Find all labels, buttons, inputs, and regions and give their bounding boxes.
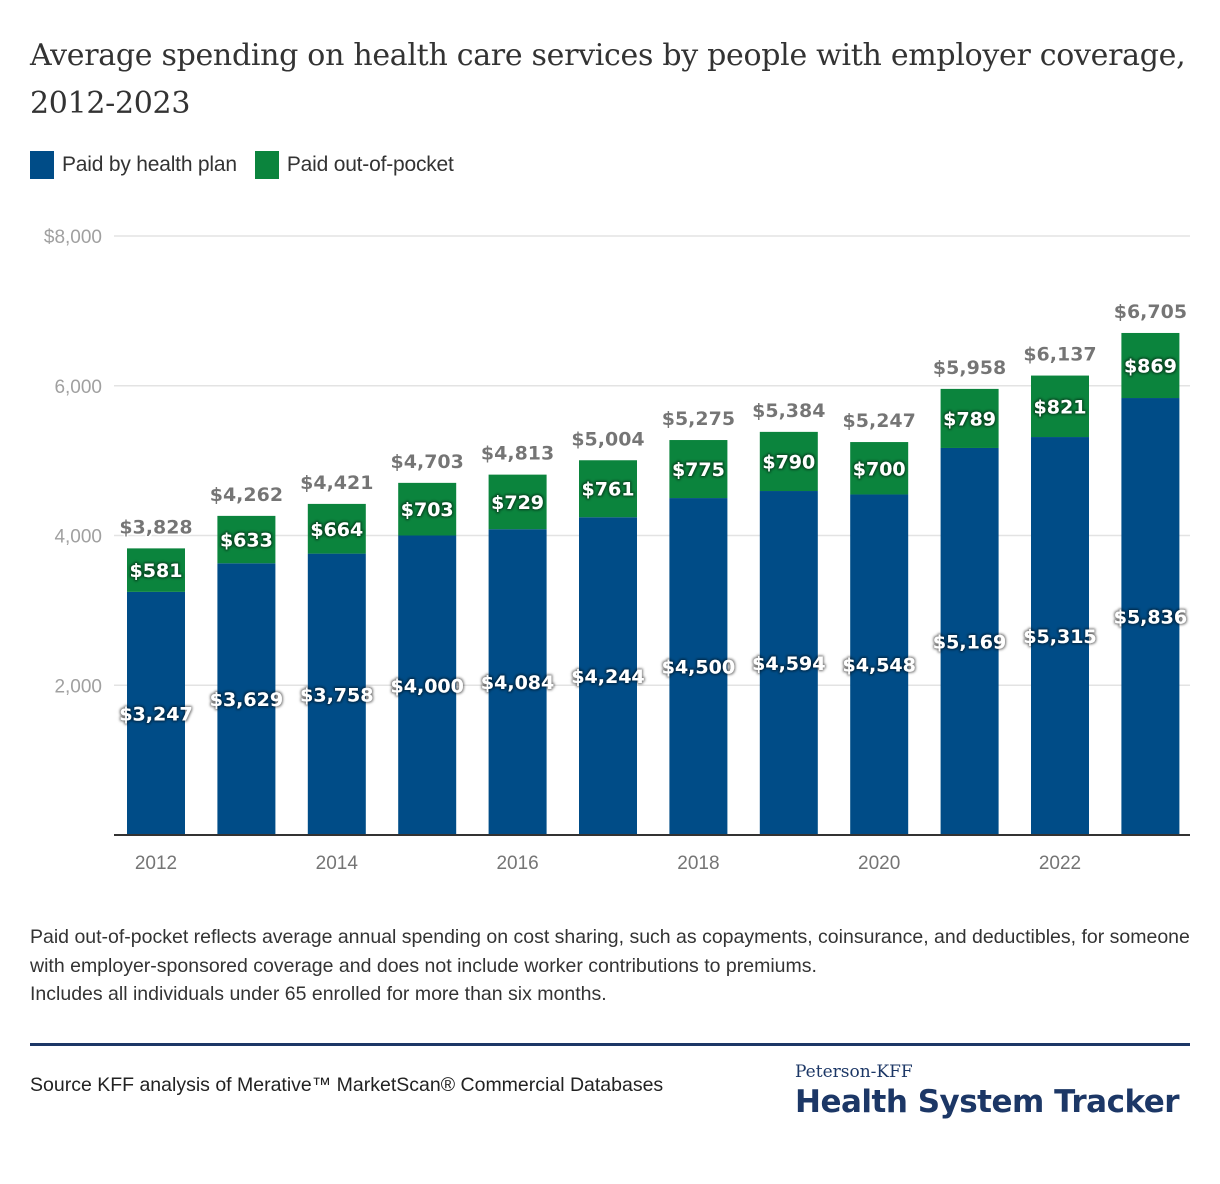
bar-out-of-pocket[interactable] [759,431,818,492]
bar-out-of-pocket[interactable] [579,460,637,518]
logo[interactable]: Peterson-KFF Health System Tracker [795,1061,1195,1121]
bar-out-of-pocket[interactable] [669,440,728,499]
data-label-out-of-pocket: $790 [762,451,815,473]
data-label-total: $4,703 [391,451,464,473]
legend: Paid by health plan Paid out-of-pocket [30,151,472,179]
data-label-health-plan: $4,000 [391,675,464,697]
y-tick-label: 6,000 [54,377,102,398]
data-label-health-plan: $3,247 [119,703,192,725]
legend-swatch-health-plan [30,151,54,179]
data-label-out-of-pocket: $700 [853,458,906,480]
bar-out-of-pocket[interactable] [398,482,457,536]
bar-health-plan[interactable] [759,491,818,835]
data-label-total: $4,813 [481,443,554,465]
footer-divider [30,1043,1190,1046]
bar-health-plan[interactable] [307,553,366,835]
bar-out-of-pocket[interactable] [1031,375,1089,438]
bar-health-plan[interactable] [579,517,637,835]
data-label-health-plan: $5,836 [1114,607,1187,629]
legend-swatch-out-of-pocket [254,151,279,179]
data-label-out-of-pocket: $633 [220,530,273,552]
logo-line-2: Health System Tracker [795,1084,1180,1120]
data-label-health-plan: $4,244 [571,666,644,688]
note-out-of-pocket: Paid out-of-pocket reflects average annu… [30,926,1190,977]
bar-health-plan[interactable] [398,535,457,836]
note-population: Includes all individuals under 65 enroll… [30,983,607,1005]
bar-out-of-pocket[interactable] [217,515,276,564]
bar-out-of-pocket[interactable] [850,442,909,495]
x-tick-label: 2014 [316,853,359,874]
bar-out-of-pocket[interactable] [1121,332,1180,399]
data-label-total: $5,958 [933,357,1006,379]
y-tick-label: 2,000 [54,676,102,697]
source-text: Source KFF analysis of Merative™ MarketS… [30,1074,664,1096]
bar-health-plan[interactable] [1121,398,1180,835]
data-label-total: $3,828 [119,516,192,538]
data-label-out-of-pocket: $869 [1124,355,1177,377]
data-label-total: $4,262 [210,484,283,506]
bar-out-of-pocket[interactable] [488,474,547,530]
data-label-health-plan: $3,629 [210,689,283,711]
bar-out-of-pocket[interactable] [127,548,185,592]
chart-notes: Paid out-of-pocket reflects average annu… [30,923,1190,1009]
y-tick-label: 4,000 [54,527,102,548]
data-label-out-of-pocket: $789 [943,408,996,430]
data-label-total: $5,275 [662,408,735,430]
data-label-out-of-pocket: $664 [310,519,363,541]
bar-health-plan[interactable] [669,498,728,835]
data-label-out-of-pocket: $703 [401,499,454,521]
legend-label: Paid out-of-pocket [286,153,454,176]
x-tick-label: 2022 [1039,853,1081,874]
bar-health-plan[interactable] [217,563,276,835]
data-label-health-plan: $4,084 [481,672,554,694]
bar-health-plan[interactable] [127,591,185,835]
data-label-total: $5,004 [571,428,644,450]
x-tick-label: 2018 [677,853,719,874]
x-tick-label: 2016 [496,853,538,874]
bar-health-plan[interactable] [488,529,547,835]
bar-health-plan[interactable] [1031,437,1089,835]
data-label-out-of-pocket: $581 [130,560,183,582]
data-label-health-plan: $4,500 [662,657,735,679]
stacked-bar-chart: 2,000 4,000 6,000 $8,000 $3,247 $581 $3,828 $3… [44,227,1190,874]
legend-label: Paid by health plan [62,153,237,176]
bar-out-of-pocket[interactable] [307,503,366,554]
data-label-out-of-pocket: $821 [1034,396,1087,418]
data-label-out-of-pocket: $761 [582,479,635,501]
bar-out-of-pocket[interactable] [940,388,999,448]
chart-title: Average spending on health care services… [30,38,1186,121]
data-label-health-plan: $4,594 [752,653,825,675]
data-label-total: $6,137 [1023,344,1096,366]
data-label-total: $6,705 [1114,301,1187,323]
bar-health-plan[interactable] [940,447,999,835]
data-label-total: $5,384 [752,400,825,422]
data-label-total: $4,421 [300,472,373,494]
logo-line-1: Peterson-KFF [795,1062,913,1082]
data-label-out-of-pocket: $729 [491,492,544,514]
data-label-out-of-pocket: $775 [672,459,725,481]
data-label-health-plan: $3,758 [300,684,373,706]
x-tick-label: 2020 [858,853,900,874]
data-label-total: $5,247 [843,410,916,432]
data-label-health-plan: $5,315 [1023,626,1096,648]
data-label-health-plan: $5,169 [933,631,1006,653]
bar-health-plan[interactable] [850,494,909,835]
x-tick-label: 2012 [135,853,177,874]
legend-item-health-plan[interactable]: Paid by health plan [30,151,237,179]
y-tick-label: $8,000 [44,227,102,248]
legend-item-out-of-pocket[interactable]: Paid out-of-pocket [254,151,454,179]
data-label-health-plan: $4,548 [843,655,916,677]
